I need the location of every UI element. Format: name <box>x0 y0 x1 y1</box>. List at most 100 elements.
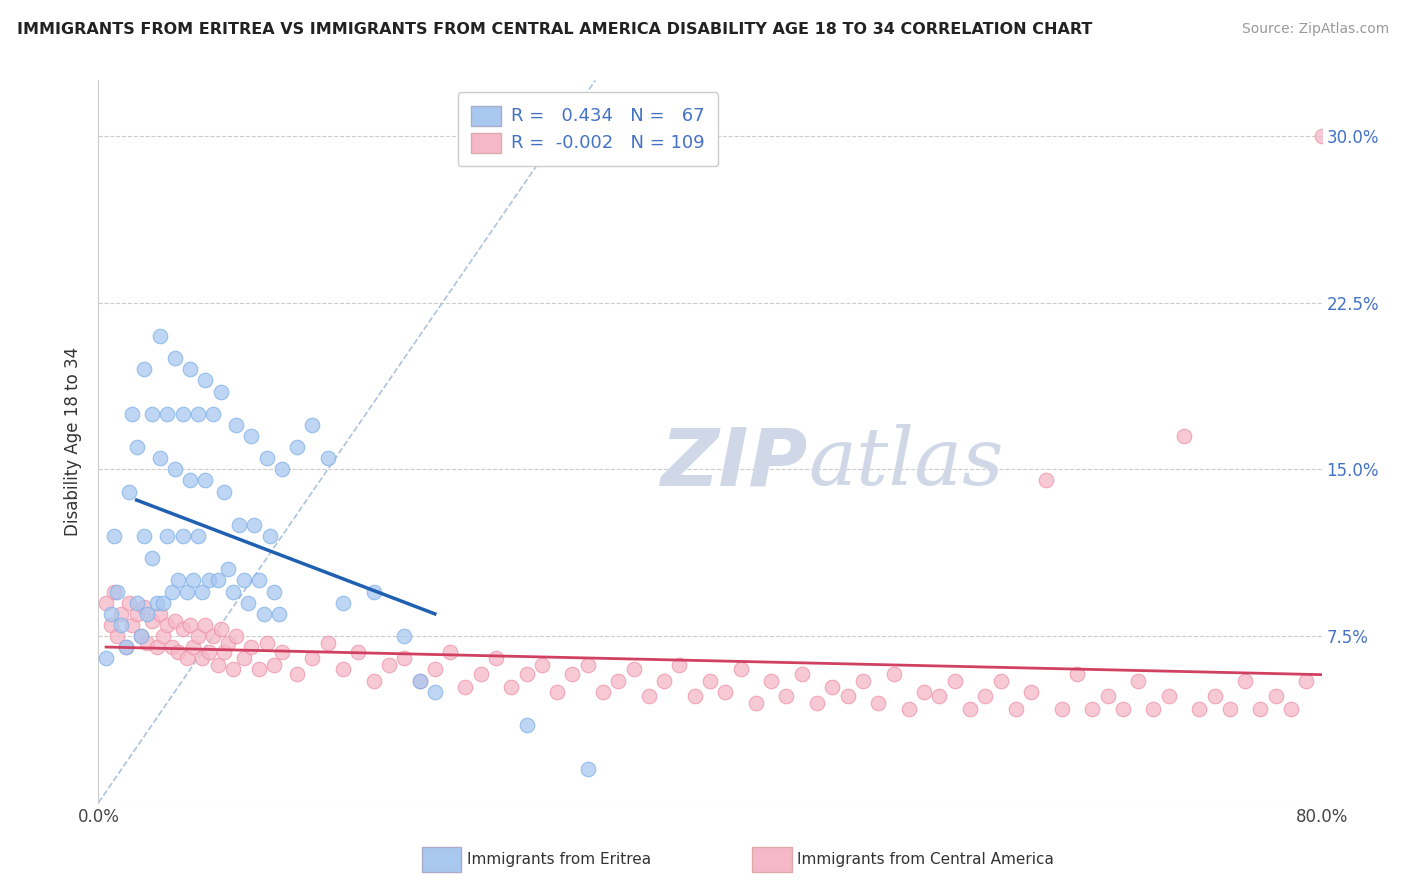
Point <box>222 662 245 676</box>
Point <box>576 763 599 777</box>
Point <box>100 607 122 621</box>
Point <box>332 662 354 676</box>
Point <box>408 673 430 688</box>
Point <box>821 680 844 694</box>
Point <box>145 596 167 610</box>
Point <box>1081 702 1104 716</box>
Point <box>423 662 446 676</box>
Point <box>172 529 194 543</box>
Point <box>103 529 125 543</box>
Point <box>990 673 1012 688</box>
Point <box>209 623 232 637</box>
Point <box>247 662 270 676</box>
Point <box>1004 702 1026 716</box>
Point <box>408 673 430 688</box>
Point <box>759 673 782 688</box>
Point <box>912 684 935 698</box>
Y-axis label: Disability Age 18 to 34: Disability Age 18 to 34 <box>65 347 83 536</box>
Point <box>637 689 661 703</box>
Point <box>1157 689 1180 703</box>
Point <box>439 645 461 659</box>
Point <box>118 596 141 610</box>
Point <box>252 607 274 621</box>
Point <box>240 429 263 443</box>
Point <box>115 640 138 655</box>
Point <box>1264 689 1286 703</box>
Point <box>121 407 143 421</box>
Point <box>187 529 209 543</box>
Point <box>232 574 254 588</box>
Text: Immigrants from Eritrea: Immigrants from Eritrea <box>467 853 651 867</box>
Point <box>202 629 225 643</box>
Point <box>745 696 768 710</box>
Point <box>270 645 292 659</box>
Point <box>243 517 266 532</box>
Point <box>176 584 198 599</box>
Point <box>363 673 385 688</box>
Point <box>1279 702 1302 716</box>
Point <box>163 614 186 628</box>
Point <box>316 451 339 466</box>
Point <box>94 596 117 610</box>
Point <box>222 584 245 599</box>
Point <box>516 718 538 732</box>
Point <box>256 636 278 650</box>
Point <box>270 462 292 476</box>
Point <box>172 407 194 421</box>
Point <box>194 618 217 632</box>
Point <box>1142 702 1164 716</box>
Point <box>160 584 183 599</box>
Point <box>191 651 214 665</box>
Point <box>207 574 229 588</box>
Point <box>100 618 122 632</box>
Point <box>103 584 125 599</box>
Point <box>225 417 247 432</box>
Point <box>263 584 285 599</box>
Point <box>134 600 156 615</box>
Point <box>179 474 201 488</box>
Point <box>125 607 148 621</box>
Point <box>378 657 401 672</box>
Point <box>115 640 138 655</box>
Point <box>1066 666 1088 681</box>
Point <box>172 623 194 637</box>
Text: Immigrants from Central America: Immigrants from Central America <box>797 853 1054 867</box>
Text: Source: ZipAtlas.com: Source: ZipAtlas.com <box>1241 22 1389 37</box>
Point <box>561 666 583 681</box>
Text: atlas: atlas <box>808 425 1004 502</box>
Point <box>652 673 675 688</box>
Point <box>897 702 920 716</box>
Point <box>191 584 214 599</box>
Point <box>228 517 250 532</box>
Point <box>152 629 174 643</box>
Point <box>212 645 235 659</box>
Point <box>225 629 247 643</box>
Point <box>110 607 132 621</box>
Point <box>129 629 152 643</box>
Point <box>868 696 890 710</box>
Point <box>852 673 875 688</box>
Point <box>592 684 614 698</box>
Point <box>152 596 174 610</box>
Point <box>301 651 323 665</box>
Point <box>121 618 143 632</box>
Point <box>149 451 172 466</box>
Point <box>167 645 190 659</box>
Point <box>232 651 254 665</box>
Point <box>212 484 235 499</box>
Point <box>181 574 204 588</box>
Point <box>149 607 172 621</box>
Point <box>202 407 225 421</box>
Point <box>316 636 339 650</box>
Point <box>1219 702 1241 716</box>
Point <box>1204 689 1226 703</box>
Point <box>883 666 905 681</box>
Point <box>267 607 290 621</box>
Point <box>1128 673 1150 688</box>
Point <box>1097 689 1119 703</box>
Point <box>129 629 152 643</box>
Point <box>247 574 270 588</box>
Point <box>217 562 239 576</box>
Legend: R =   0.434   N =   67, R =  -0.002   N = 109: R = 0.434 N = 67, R = -0.002 N = 109 <box>457 92 718 166</box>
Point <box>197 574 219 588</box>
